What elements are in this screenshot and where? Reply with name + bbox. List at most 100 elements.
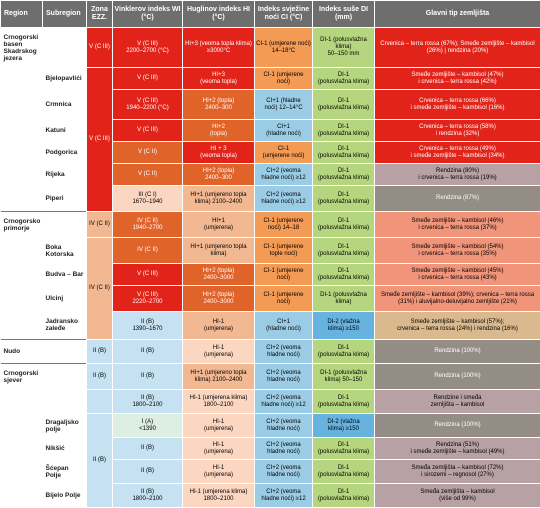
region-cell	[1, 286, 43, 312]
soil-cell: Smeđe zemljište – kambisol (57%); crveni…	[375, 312, 540, 340]
zona-cell: IV (C II)	[87, 238, 113, 340]
ci-cell: CI+2 (veoma hladne noći) ≥12	[255, 390, 313, 414]
soil-cell: Crvenica – terra rossa (49%) i smeđe zem…	[375, 142, 540, 164]
di-cell: DI-1 (polusvlažna klima)	[313, 186, 375, 212]
wi-cell: III (C I) 1670–1940	[113, 186, 183, 212]
soil-cell: Rendzine i smeđa zemljišta – kambisol	[375, 390, 540, 414]
soil-cell: Crvenica – terra rossa (66%) i smeđe zem…	[375, 90, 540, 120]
wi-cell: V (C II)	[113, 164, 183, 186]
table-row: Bjelopavlići V (C III) V (C III) HI+3 (v…	[1, 68, 540, 90]
wi-cell: V (C III)	[113, 264, 183, 286]
di-cell: DI-1 (polusvlažna klima)	[313, 340, 375, 364]
subregion-cell: Katuni	[43, 120, 87, 142]
soil-cell: Smeđe zemljište – kambisol (39%); crveni…	[375, 286, 540, 312]
table-row: II (B) 1800–2100 HI-1 (umjerena klima) 1…	[1, 390, 540, 414]
di-cell: DI-1 (polusvlažna klima)	[313, 164, 375, 186]
subregion-cell	[43, 340, 87, 364]
table-row: Dragaljsko polje II (B) I (A) <1390 HI-1…	[1, 414, 540, 438]
hi-cell: HI-1 (umjerena klima) 1800–2100	[183, 390, 255, 414]
di-cell: DI-1 (polusvlažna klima)	[313, 238, 375, 264]
di-cell: DI-1 (polusvlažna klima)	[313, 390, 375, 414]
region-cell	[1, 164, 43, 186]
region-cell	[1, 90, 43, 120]
di-cell: DI-1 (polusvlažna klima)	[313, 438, 375, 460]
subregion-cell: Crmnica	[43, 90, 87, 120]
di-cell: DI-1 (polusvlažna klima)	[313, 460, 375, 484]
region-cell	[1, 390, 43, 414]
hi-cell: HI + 3 (veoma topla)	[183, 142, 255, 164]
table-row: Podgorica V (C II) HI + 3 (veoma topla) …	[1, 142, 540, 164]
subregion-cell: Podgorica	[43, 142, 87, 164]
ci-cell: CI+1 (hladne noći)	[255, 120, 313, 142]
table-row: Katuni V (C III) HI+2 (topla) CI+1 (hlad…	[1, 120, 540, 142]
ci-cell: CI+2 (veoma hladne noći)	[255, 438, 313, 460]
ci-cell: CI-1 (umjerene noći) 14–18	[255, 212, 313, 238]
soil-cell: Rendzina (87%)	[375, 186, 540, 212]
di-cell: DI-1 (polusvlažna klima) 50–150 mm	[313, 28, 375, 68]
wi-cell: IV (C II) 1940–2700	[113, 212, 183, 238]
header-region: Region	[1, 1, 43, 28]
soil-cell: Rendzina (100%)	[375, 364, 540, 390]
soil-cell: Rendzina (51%) i smeđe zemljište – kambi…	[375, 438, 540, 460]
wi-cell: II (B)	[113, 460, 183, 484]
subregion-cell: Šćepan Polje	[43, 460, 87, 484]
di-cell: DI-1 (polusvlažna klima)	[313, 68, 375, 90]
region-cell	[1, 186, 43, 212]
hi-cell: HI-1 (umjerena klima) 1800–2100	[183, 484, 255, 508]
zona-cell: IV (C II)	[87, 212, 113, 238]
hi-cell: HI-1 (umjerena)	[183, 312, 255, 340]
soil-cell: Smeđe zemljište – kambisol (47%) i crven…	[375, 68, 540, 90]
table-row: Crnogorsko primorje IV (C II) IV (C II) …	[1, 212, 540, 238]
header-soil: Glavni tip zemljišta	[375, 1, 540, 28]
wi-cell: V (C II)	[113, 142, 183, 164]
ci-cell: CI+2 (veoma hladne noći)	[255, 364, 313, 390]
di-cell: DI-1 (polusvlažna klima)	[313, 484, 375, 508]
header-subregion: Subregion	[43, 1, 87, 28]
di-cell: DI-1 (polusvlažna klima) 50–150	[313, 364, 375, 390]
ci-cell: CI-1 (umjerene tople noći)	[255, 238, 313, 264]
subregion-cell: Bjelopavlići	[43, 68, 87, 90]
region-cell: Crnogorsko primorje	[1, 212, 43, 238]
ci-cell: CI+2 (veoma hladne noći)	[255, 460, 313, 484]
subregion-cell: Dragaljsko polje	[43, 414, 87, 438]
di-cell: DI-1 (polusvlažna klima)	[313, 142, 375, 164]
table-row: Crnogorski basen Skadrskog jezera V (C I…	[1, 28, 540, 68]
subregion-cell: Bijelo Polje	[43, 484, 87, 508]
subregion-cell: Ulcinj	[43, 286, 87, 312]
table-row: Boka Kotorska IV (C II) IV (C II) HI+1 (…	[1, 238, 540, 264]
table-row: Rijeka V (C II) HI+2 (topla) 2400–300 CI…	[1, 164, 540, 186]
wi-cell: II (B)	[113, 438, 183, 460]
hi-cell: HI+2 (topla) 2400–3000	[183, 286, 255, 312]
table-row: Ulcinj V (C III) 2220–2700 HI+2 (topla) …	[1, 286, 540, 312]
ci-cell: CI+2 (veoma hladne noći) ≥12	[255, 484, 313, 508]
zona-cell: II (B)	[87, 414, 113, 508]
subregion-cell	[43, 212, 87, 238]
hi-cell: HI+3 (veoma topla)	[183, 68, 255, 90]
subregion-cell: Boka Kotorska	[43, 238, 87, 264]
wi-cell: V (C III) 2220–2700	[113, 286, 183, 312]
wi-cell: V (C III) 2200–2700 (°C)	[113, 28, 183, 68]
subregion-cell: Rijeka	[43, 164, 87, 186]
hi-cell: HI+1 (umjerena)	[183, 212, 255, 238]
table-row: Crmnica V (C III) 1940–2200 (°C) HI+2 (t…	[1, 90, 540, 120]
subregion-cell	[43, 28, 87, 68]
header-ci: Indeks svježine noći CI (°C)	[255, 1, 313, 28]
soil-cell: Crvenica – terra rossa (58%) i rendzina …	[375, 120, 540, 142]
region-cell	[1, 460, 43, 484]
hi-cell: HI+2 (topla) 2400–300	[183, 164, 255, 186]
wi-cell: V (C III) 1940–2200 (°C)	[113, 90, 183, 120]
di-cell: DI-1 (polusvlažna klima)	[313, 264, 375, 286]
region-cell	[1, 238, 43, 264]
subregion-cell: Nikšić	[43, 438, 87, 460]
di-cell: DI-1 (polusvlažna klima)	[313, 90, 375, 120]
di-cell: DI-2 (vlažna klima) ≥150	[313, 312, 375, 340]
soil-cell: Smeđe zemljište – kambisol (46%) i crven…	[375, 212, 540, 238]
region-cell	[1, 68, 43, 90]
soil-cell: Smeđe zemljište – kambisol (54%) i crven…	[375, 238, 540, 264]
ci-cell: CI+2 (veoma hladne noći) ≥12	[255, 186, 313, 212]
di-cell: DI-1 (polusvlažna klima)	[313, 120, 375, 142]
ci-cell: CI+2 (veoma hladne noći)	[255, 414, 313, 438]
soil-cell: Rendzina (80%) i crvenica – terra rossa …	[375, 164, 540, 186]
wi-cell: V (C III)	[113, 68, 183, 90]
